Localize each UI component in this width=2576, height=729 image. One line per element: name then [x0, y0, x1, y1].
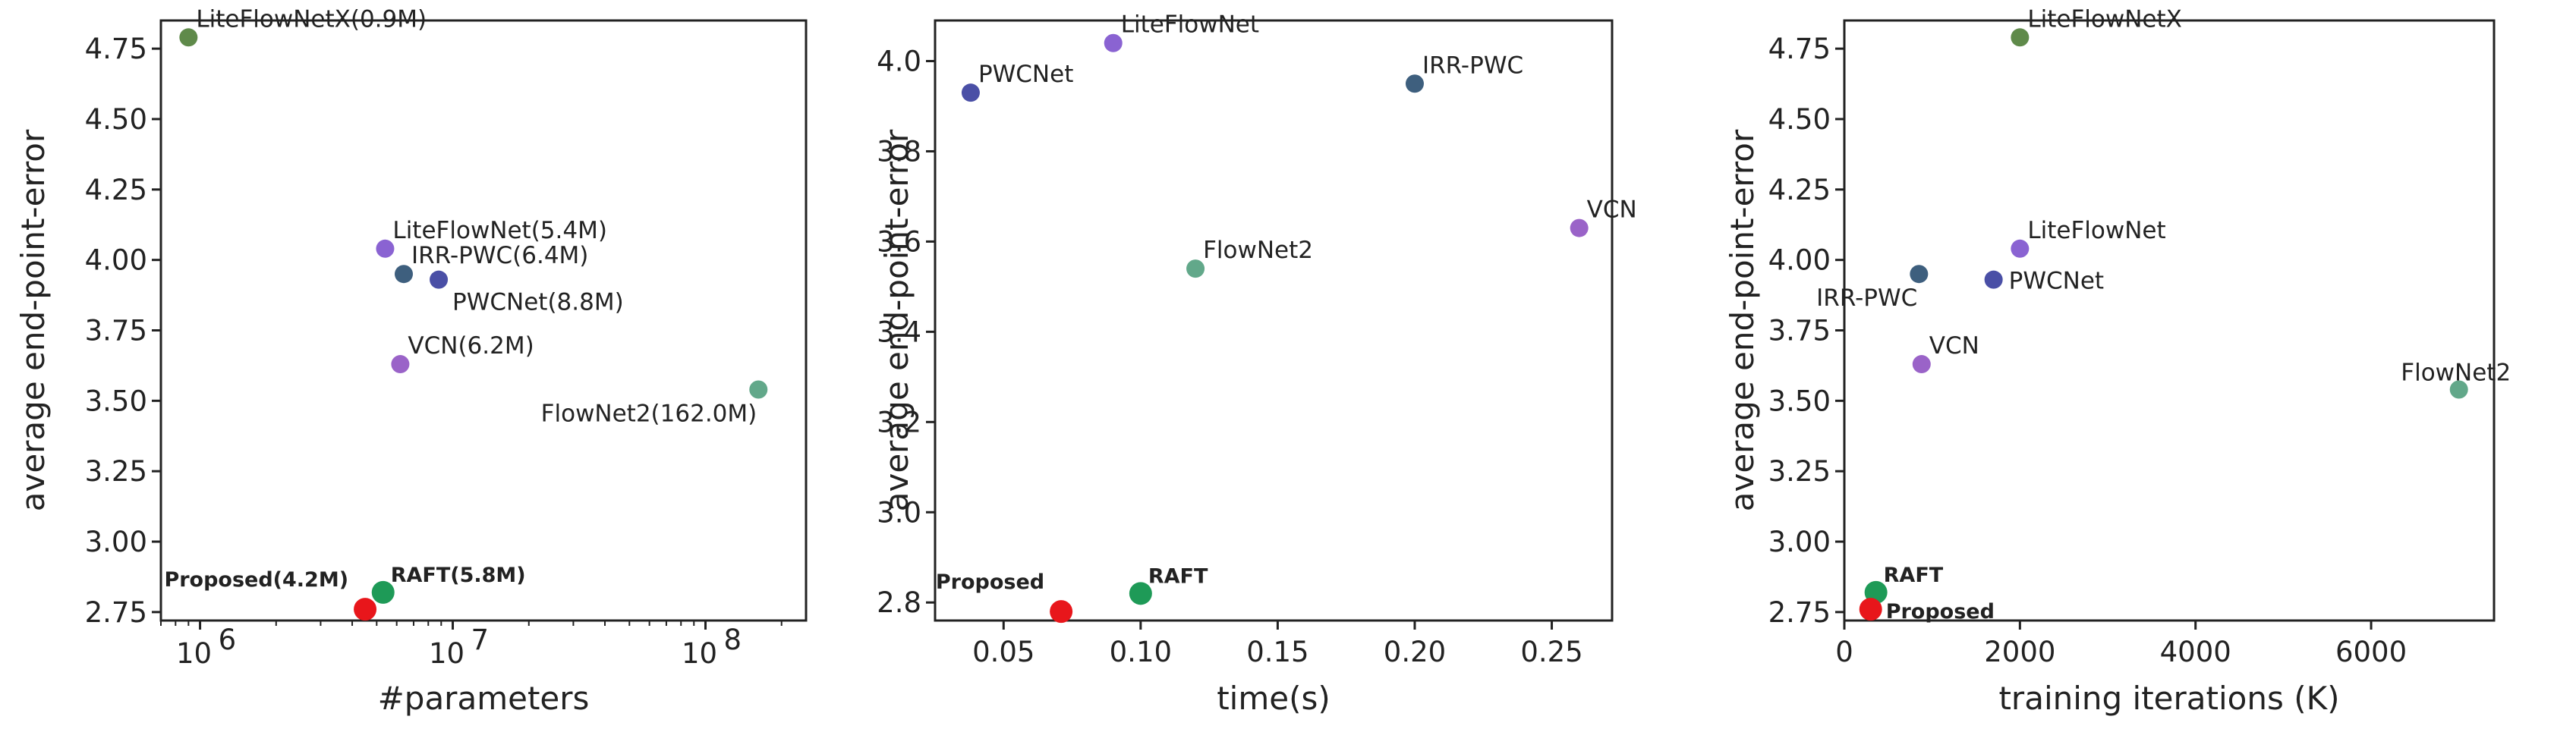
- chart-panel-3: 2.75 3.00 3.25 3.50 3.75 4.00 4.25 4.50 4.75 0 200…: [1724, 5, 2511, 717]
- x-tick-label: 0.25: [1520, 636, 1582, 668]
- data-point: [2011, 28, 2030, 47]
- data-point: [1570, 218, 1589, 237]
- data-point-label: LiteFlowNet(5.4M): [392, 217, 607, 244]
- data-point: [2449, 380, 2468, 399]
- data-point: [1186, 259, 1205, 278]
- y-tick-label: 4.00: [85, 244, 147, 277]
- data-point: [395, 265, 414, 284]
- y-tick-label: 4.50: [85, 103, 147, 136]
- data-point-label: PWCNet: [978, 61, 1073, 88]
- data-point-label: LiteFlowNet: [1121, 11, 1259, 39]
- data-point: [1859, 598, 1882, 621]
- x-tick-label: 4000: [2160, 636, 2231, 668]
- data-point: [1912, 355, 1931, 374]
- x-axis-label: time(s): [1217, 680, 1331, 717]
- chart-panel-2: 2.8 3.0 3.2 3.4 3.6 3.8 4.0 0.05 0.10 0.15 0.20 0.2…: [877, 11, 1637, 717]
- data-point: [1129, 582, 1152, 605]
- y-tick-label: 3.75: [85, 314, 147, 347]
- y-tick-label: 4.75: [85, 33, 147, 65]
- x-tick-label: 10: [176, 637, 212, 670]
- y-tick-label: 4.50: [1768, 103, 1831, 136]
- plot-frame: [159, 19, 808, 622]
- y-tick-label: 3.6: [877, 225, 921, 258]
- data-point: [430, 270, 449, 289]
- x-tick-label: 0: [1835, 636, 1853, 668]
- plot-frame: [1843, 19, 2496, 622]
- y-tick-label: 3.00: [85, 526, 147, 558]
- x-tick-exponent: 8: [724, 624, 742, 656]
- data-point: [1104, 33, 1123, 52]
- data-point-label: LiteFlowNet: [2027, 217, 2165, 244]
- y-tick-label: 4.0: [877, 46, 921, 78]
- data-point: [391, 355, 410, 374]
- x-tick-label: 0.15: [1246, 636, 1308, 668]
- data-point-label: VCN: [1587, 196, 1637, 224]
- data-point-label: IRR-PWC(6.4M): [411, 242, 588, 269]
- data-point-label: VCN(6.2M): [408, 332, 534, 360]
- x-tick-exponent: 7: [471, 624, 490, 656]
- y-tick-label: 3.4: [877, 316, 921, 348]
- y-tick-label: 2.8: [877, 586, 921, 619]
- data-point-label: LiteFlowNetX(0.9M): [196, 5, 427, 33]
- data-point-label: RAFT: [1148, 564, 1208, 588]
- x-tick-label: 2000: [1984, 636, 2055, 668]
- data-point: [749, 380, 768, 399]
- y-tick-label: 2.75: [1768, 596, 1831, 629]
- data-point-label: PWCNet(8.8M): [452, 289, 624, 316]
- y-tick-label: 3.50: [85, 385, 147, 417]
- data-point: [371, 580, 395, 604]
- data-point-label: VCN: [1929, 332, 1979, 360]
- x-tick-exponent: 6: [219, 624, 237, 656]
- data-point-label: Proposed: [1886, 600, 1995, 624]
- x-tick-label: 0.10: [1110, 636, 1172, 668]
- x-tick-label: 0.05: [972, 636, 1034, 668]
- data-point-label: Proposed(4.2M): [164, 568, 348, 592]
- data-point-label: PWCNet: [2009, 268, 2104, 295]
- data-point-label: Proposed: [936, 570, 1044, 594]
- y-axis-label: average end-point-error: [14, 129, 52, 511]
- y-tick-label: 3.75: [1768, 314, 1831, 347]
- y-tick-label: 3.50: [1768, 385, 1831, 417]
- data-point-label: FlowNet2: [2401, 359, 2511, 386]
- x-tick-label: 10: [682, 637, 717, 670]
- data-point: [961, 83, 980, 102]
- data-point-label: LiteFlowNetX: [2027, 5, 2182, 33]
- y-tick-label: 3.25: [85, 455, 147, 488]
- y-tick-label: 3.0: [877, 496, 921, 529]
- y-tick-label: 4.25: [1768, 174, 1831, 206]
- y-tick-label: 3.2: [877, 406, 921, 438]
- y-tick-label: 4.00: [1768, 244, 1831, 277]
- data-point: [1405, 74, 1424, 93]
- x-tick-label: 6000: [2335, 636, 2407, 668]
- x-tick-label: 10: [429, 637, 464, 670]
- y-tick-label: 4.75: [1768, 33, 1831, 65]
- y-tick-label: 2.75: [85, 596, 147, 629]
- y-tick-label: 3.00: [1768, 526, 1831, 558]
- y-axis-label: average end-point-error: [1724, 129, 1761, 511]
- y-tick-label: 3.8: [877, 135, 921, 168]
- y-tick-label: 3.25: [1768, 455, 1831, 488]
- data-point: [376, 239, 395, 258]
- data-point: [1984, 270, 2003, 289]
- data-point-label: IRR-PWC: [1816, 284, 1917, 312]
- x-axis-label: training iterations (K): [1998, 680, 2339, 717]
- plot-frame: [934, 19, 1614, 622]
- x-tick-label: 0.20: [1384, 636, 1446, 668]
- data-point-label: RAFT(5.8M): [391, 564, 526, 587]
- data-point: [354, 598, 377, 621]
- data-point-label: RAFT: [1884, 564, 1944, 587]
- data-point: [2011, 239, 2030, 258]
- data-point: [1910, 265, 1929, 284]
- data-point-label: FlowNet2: [1203, 237, 1313, 264]
- data-point-label: FlowNet2(162.0M): [541, 400, 757, 427]
- y-axis-label: average end-point-error: [878, 129, 915, 511]
- data-point-label: IRR-PWC: [1422, 52, 1523, 79]
- x-axis-label: #parameters: [378, 680, 590, 717]
- data-point: [179, 28, 198, 47]
- y-tick-label: 4.25: [85, 174, 147, 206]
- data-point: [1050, 600, 1073, 624]
